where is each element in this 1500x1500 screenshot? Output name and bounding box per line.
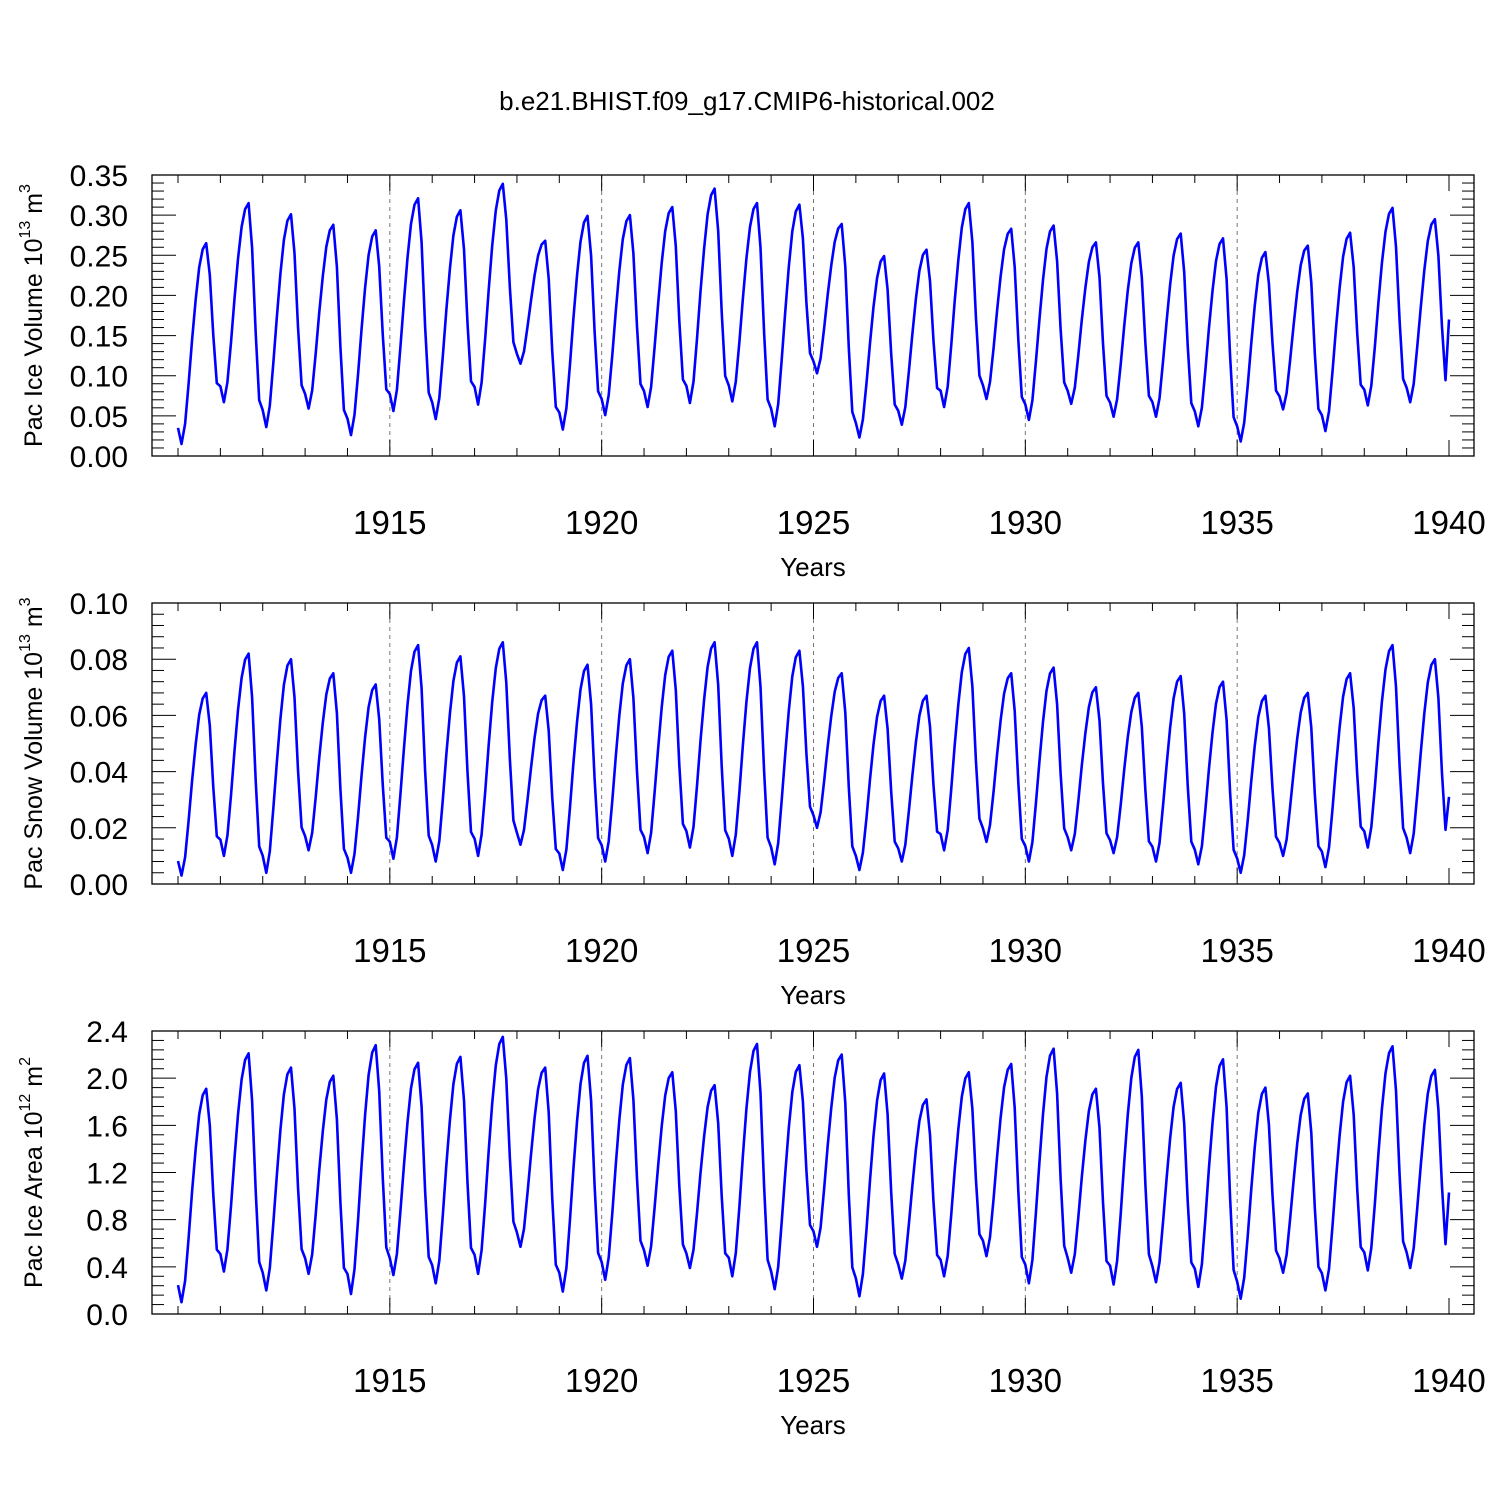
x-axis-label: Years: [780, 552, 846, 582]
y-tick-label: 0.30: [70, 200, 128, 233]
y-tick-label: 0.00: [70, 441, 128, 474]
x-tick-label: 1915: [353, 504, 426, 541]
y-tick-label: 0.10: [70, 361, 128, 394]
x-tick-label: 1940: [1412, 1362, 1485, 1399]
y-tick-label: 0.25: [70, 240, 128, 273]
y-tick-label: 2.4: [86, 1016, 128, 1049]
x-axis-label: Years: [780, 1410, 846, 1440]
y-tick-label: 0.10: [70, 588, 128, 621]
x-tick-label: 1915: [353, 932, 426, 969]
x-tick-label: 1925: [777, 932, 850, 969]
x-tick-label: 1925: [777, 504, 850, 541]
panel-3: 0.0 0.4 0.8 1.2 1.6 2.0 2.4 1915 1920 1925 1930 193…: [17, 1016, 1486, 1440]
y-tick-label: 0.06: [70, 700, 128, 733]
y-tick-label: 0.15: [70, 321, 128, 354]
y-tick-label: 0.20: [70, 280, 128, 313]
x-axis-label: Years: [780, 980, 846, 1010]
y-tick-label: 0.4: [86, 1252, 128, 1285]
x-tick-label: 1915: [353, 1362, 426, 1399]
panel-1: 0.00 0.05 0.10 0.15 0.20 0.25 0.30 0.35 1915 1920…: [17, 160, 1486, 582]
y-tick-label: 0.00: [70, 869, 128, 902]
figure-title: b.e21.BHIST.f09_g17.CMIP6-historical.002: [499, 86, 995, 116]
x-tick-label: 1925: [777, 1362, 850, 1399]
x-tick-label: 1930: [989, 932, 1062, 969]
y-tick-label: 1.6: [86, 1110, 128, 1143]
panel-2: 0.00 0.02 0.04 0.06 0.08 0.10 1915 1920 1925 1930…: [17, 588, 1486, 1010]
y-tick-label: 0.0: [86, 1299, 128, 1332]
y-tick-label: 0.35: [70, 160, 128, 193]
y-tick-label: 2.0: [86, 1063, 128, 1096]
x-tick-label: 1935: [1200, 932, 1273, 969]
series-line: [176, 640, 1451, 877]
y-tick-label: 0.05: [70, 401, 128, 434]
x-tick-label: 1920: [565, 932, 638, 969]
y-axis-label: Pac Ice Area 1012 m2: [17, 1057, 48, 1288]
x-tick-label: 1920: [565, 1362, 638, 1399]
x-tick-label: 1930: [989, 1362, 1062, 1399]
y-axis-label: Pac Snow Volume 1013 m3: [17, 597, 48, 889]
y-tick-label: 0.04: [70, 757, 128, 790]
x-tick-label: 1920: [565, 504, 638, 541]
y-tick-label: 0.02: [70, 813, 128, 846]
y-tick-label: 0.8: [86, 1205, 128, 1238]
y-axis-label: Pac Ice Volume 1013 m3: [17, 184, 48, 447]
x-tick-label: 1930: [989, 504, 1062, 541]
series-line: [176, 182, 1451, 446]
y-tick-label: 1.2: [86, 1158, 128, 1191]
x-tick-label: 1935: [1200, 504, 1273, 541]
x-tick-label: 1940: [1412, 504, 1485, 541]
y-tick-label: 0.08: [70, 644, 128, 677]
series-line: [176, 1035, 1451, 1304]
x-tick-label: 1940: [1412, 932, 1485, 969]
x-tick-label: 1935: [1200, 1362, 1273, 1399]
